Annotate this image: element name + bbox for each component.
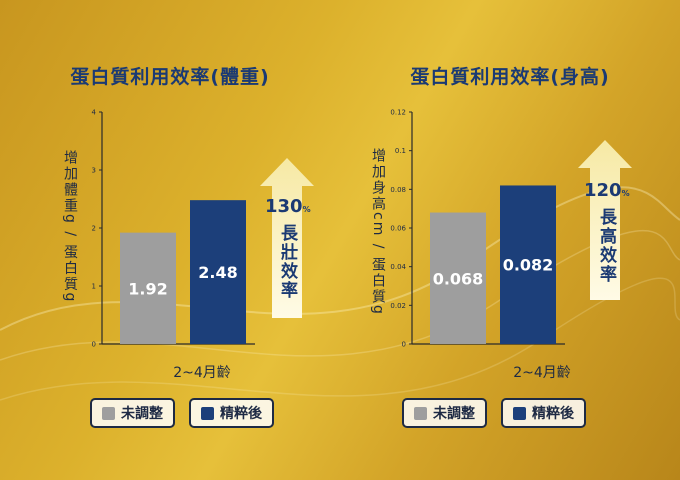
up-arrow-icon bbox=[260, 158, 314, 318]
bar-value-label: 2.48 bbox=[198, 263, 237, 282]
chart-title: 蛋白質利用效率(體重) bbox=[70, 66, 270, 88]
callout-text: 長高效率 bbox=[596, 208, 616, 284]
x-axis-label: 2~4月齡 bbox=[173, 365, 231, 381]
chart-panel-weight: 蛋白質利用效率(體重) 增加體重g / 蛋白質g 0 1 2 3 4 1.92 2.48 2… bbox=[62, 66, 314, 428]
legend-label: 精粹後 bbox=[532, 406, 574, 422]
y-tick-label: 2 bbox=[92, 225, 96, 233]
bar bbox=[430, 212, 486, 344]
callout-percent: 130% bbox=[265, 196, 311, 217]
chart-panel-height: 蛋白質利用效率(身高) 增加身高cm / 蛋白質g 0 0.02 0.04 0.06 0… bbox=[340, 0, 680, 480]
navy-swatch-icon bbox=[513, 406, 526, 420]
y-tick-label: 4 bbox=[92, 109, 97, 117]
y-tick-label: 0.06 bbox=[390, 225, 406, 233]
y-tick-label: 3 bbox=[92, 167, 96, 175]
bar bbox=[120, 232, 176, 344]
bar-value-label: 1.92 bbox=[128, 279, 167, 298]
legend-label: 精粹後 bbox=[220, 406, 262, 422]
legend-item-refined: 精粹後 bbox=[501, 398, 586, 428]
gray-swatch-icon bbox=[102, 406, 115, 420]
callout-percent: 120% bbox=[584, 180, 630, 201]
legend-item-refined: 精粹後 bbox=[189, 398, 274, 428]
y-tick-label: 0 bbox=[402, 341, 406, 349]
legend-item-untuned: 未調整 bbox=[90, 398, 175, 428]
legend-label: 未調整 bbox=[121, 406, 163, 422]
bar bbox=[500, 185, 556, 344]
callout-text: 長壯效率 bbox=[277, 224, 297, 300]
bar-value-label: 0.068 bbox=[433, 269, 484, 288]
legend-label: 未調整 bbox=[433, 406, 475, 422]
y-tick-label: 0.04 bbox=[390, 263, 406, 271]
bar-value-label: 0.082 bbox=[503, 256, 554, 275]
y-tick-label: 0.1 bbox=[395, 147, 406, 155]
bar-plot: 0 1 2 3 4 1.92 2.48 bbox=[92, 109, 255, 349]
legend: 未調整 精粹後 bbox=[90, 398, 274, 428]
up-arrow-icon bbox=[578, 140, 632, 300]
y-tick-label: 1 bbox=[92, 283, 96, 291]
y-tick-label: 0.12 bbox=[390, 109, 406, 117]
y-tick-label: 0.08 bbox=[390, 186, 406, 194]
y-axis-label: 增加體重g / 蛋白質g bbox=[62, 150, 78, 304]
x-axis-label: 2~4月齡 bbox=[513, 365, 571, 381]
legend-item-untuned: 未調整 bbox=[402, 398, 487, 428]
y-tick-label: 0 bbox=[92, 341, 96, 349]
callout-percent-value: 130 bbox=[265, 196, 303, 217]
y-tick-label: 0.02 bbox=[390, 302, 406, 310]
callout-percent-unit: % bbox=[621, 189, 630, 198]
bar bbox=[190, 200, 246, 344]
gray-swatch-icon bbox=[414, 406, 427, 420]
callout-percent-value: 120 bbox=[584, 180, 622, 201]
chart-title: 蛋白質利用效率(身高) bbox=[410, 66, 610, 88]
legend: 未調整 精粹後 bbox=[402, 398, 586, 428]
y-axis-label: 增加身高cm / 蛋白質g bbox=[370, 148, 386, 316]
callout-percent-unit: % bbox=[302, 205, 311, 214]
bar-plot: 0 0.02 0.04 0.06 0.08 0.1 0.12 0.068 0.082 bbox=[390, 109, 565, 349]
navy-swatch-icon bbox=[201, 406, 214, 420]
